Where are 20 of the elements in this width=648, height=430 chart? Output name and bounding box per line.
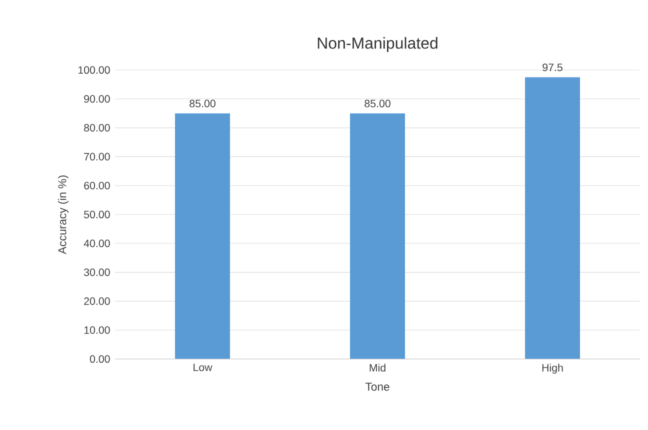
y-axis-title: Accuracy (in %) [58,176,69,254]
x-tick-label: Mid [370,364,386,372]
data-label: 85.00 [190,100,216,108]
y-tick-label: 40.00 [84,240,110,248]
y-tick-label: 70.00 [84,152,110,160]
x-tick-label: Low [194,364,212,372]
chart-title: Non-Manipulated [318,37,438,52]
y-tick-label: 30.00 [84,268,110,276]
x-axis-title: Tone [365,382,390,391]
y-tick-label: 0.00 [90,355,110,363]
x-tick-label: High [542,364,563,374]
y-tick-label: 80.00 [84,124,110,132]
data-label: 97.5 [542,64,562,72]
y-tick-label: 60.00 [84,182,110,190]
y-tick-label: 20.00 [84,297,110,305]
y-tick-label: 10.00 [84,326,110,334]
y-tick-label: 90.00 [84,95,110,103]
y-tick-label: 50.00 [84,210,110,218]
data-label: 85.00 [364,100,390,108]
y-tick-label: 100.00 [78,66,110,74]
